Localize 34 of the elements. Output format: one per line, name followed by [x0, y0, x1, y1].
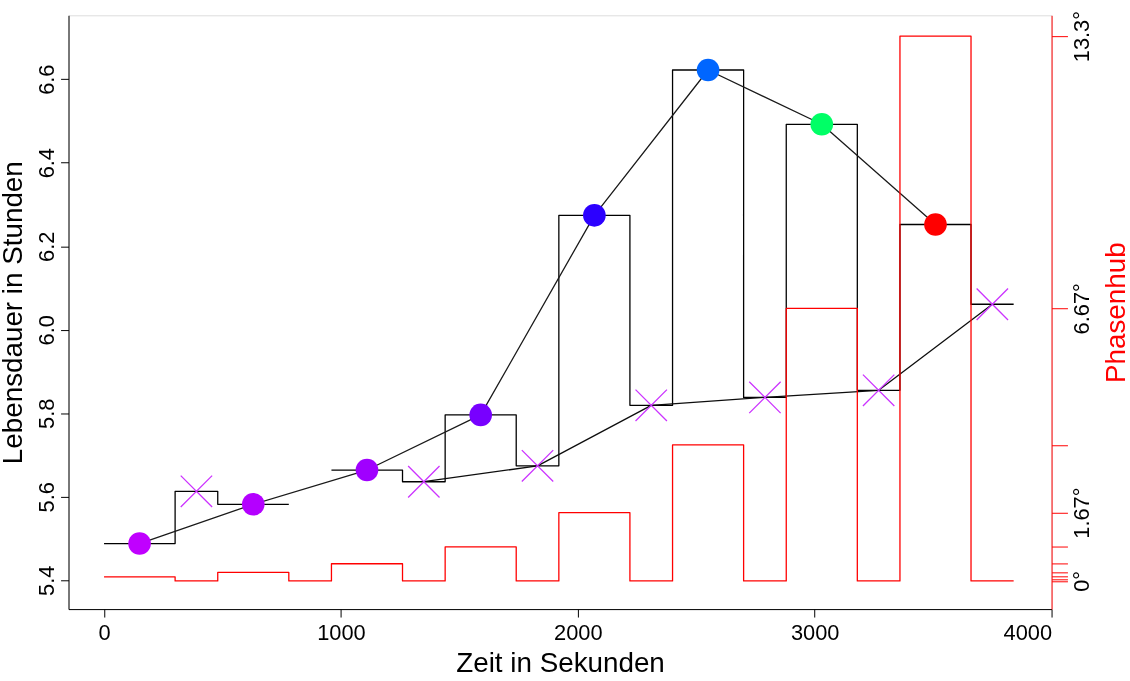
point [128, 532, 151, 555]
point [180, 474, 213, 508]
y2-tick-label: 1.67° [1068, 487, 1094, 539]
y-tick-label: 6.2 [34, 231, 60, 262]
y-tick-label: 6.0 [34, 315, 60, 346]
point [407, 465, 441, 499]
y-tick-label: 5.8 [34, 398, 60, 429]
point [583, 204, 606, 227]
point [241, 492, 265, 516]
point [521, 449, 554, 483]
point [862, 373, 895, 407]
point [748, 381, 782, 414]
y2-tick-label: 13.3° [1068, 11, 1094, 63]
point [355, 458, 379, 482]
y-tick-label: 6.6 [34, 64, 60, 95]
point [634, 388, 668, 422]
x-tick-label: 2000 [554, 620, 603, 646]
point [696, 58, 720, 82]
point [924, 213, 947, 236]
y-tick-label: 5.6 [34, 482, 60, 513]
x-axis-title: Zeit in Sekunden [456, 647, 665, 679]
y-axis-title: Lebensdauer in Stunden [0, 161, 29, 465]
point [975, 287, 1009, 321]
point [469, 403, 492, 427]
y2-tick-label: 0° [1068, 570, 1094, 592]
y2-tick-label: 6.67° [1068, 283, 1094, 335]
y2-axis-title: Phasenhub [1099, 242, 1130, 384]
y-tick-label: 5.4 [34, 565, 60, 596]
x-tick-label: 3000 [790, 620, 840, 646]
point [810, 112, 834, 136]
x-tick-label: 1000 [317, 620, 366, 646]
x-tick-label: 4000 [1003, 620, 1053, 646]
y-tick-label: 6.4 [34, 148, 60, 179]
x-tick-label: 0 [98, 620, 111, 646]
